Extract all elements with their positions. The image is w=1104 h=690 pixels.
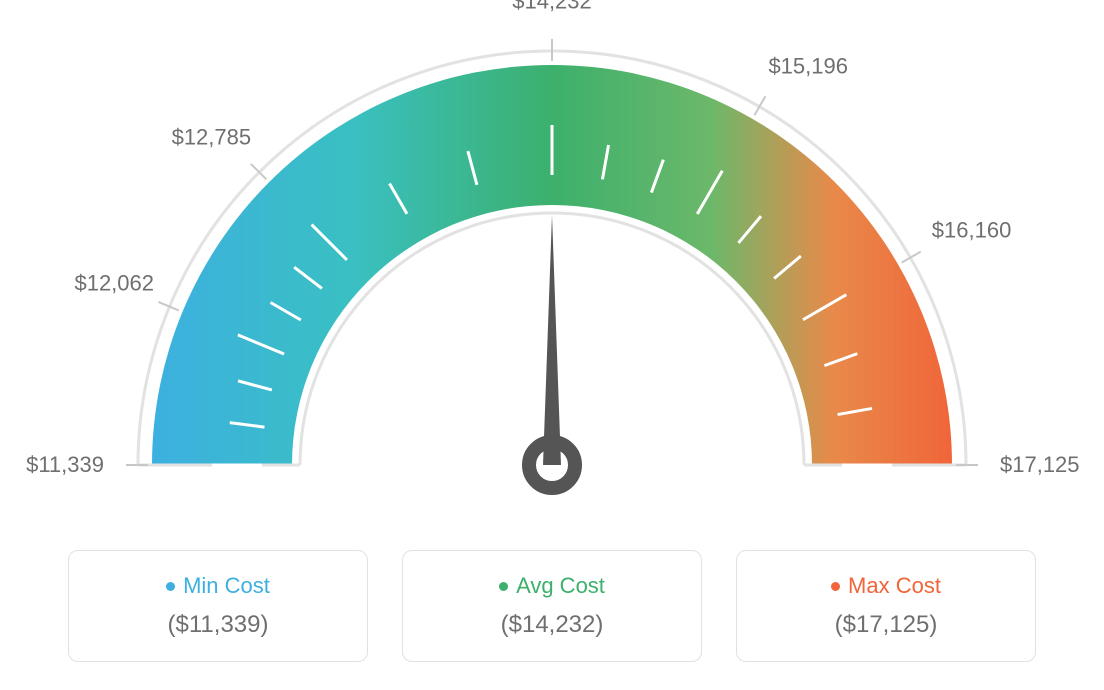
avg-cost-label: Avg Cost (516, 573, 605, 599)
gauge-svg (102, 20, 1002, 520)
max-cost-title: Max Cost (831, 573, 941, 599)
gauge-tick-label: $11,339 (26, 452, 104, 478)
gauge-tick-label: $15,196 (768, 54, 848, 80)
min-cost-card: Min Cost ($11,339) (68, 550, 368, 662)
max-cost-label: Max Cost (848, 573, 941, 599)
gauge-tick-label: $12,785 (172, 125, 252, 151)
avg-cost-dot-icon (499, 582, 508, 591)
gauge-tick-label: $14,232 (512, 0, 592, 14)
avg-cost-value: ($14,232) (501, 611, 604, 639)
avg-cost-card: Avg Cost ($14,232) (402, 550, 702, 662)
chart-container: $11,339 $12,062 $12,785 $14,232 $15,196 $16,1… (0, 0, 1104, 690)
gauge-tick-label: $12,062 (74, 270, 154, 296)
gauge: $11,339$12,062$12,785$14,232$15,196$16,1… (102, 20, 1002, 500)
min-cost-value: ($11,339) (168, 611, 269, 639)
max-cost-dot-icon (831, 582, 840, 591)
min-cost-dot-icon (166, 582, 175, 591)
gauge-tick-label: $16,160 (932, 217, 1012, 243)
max-cost-value: ($17,125) (835, 611, 938, 639)
summary-cards: Min Cost ($11,339) Avg Cost ($14,232) Ma… (68, 550, 1036, 662)
max-cost-card: Max Cost ($17,125) (736, 550, 1036, 662)
avg-cost-title: Avg Cost (499, 573, 605, 599)
gauge-tick-label: $17,125 (1000, 452, 1080, 478)
min-cost-label: Min Cost (183, 573, 270, 599)
min-cost-title: Min Cost (166, 573, 270, 599)
